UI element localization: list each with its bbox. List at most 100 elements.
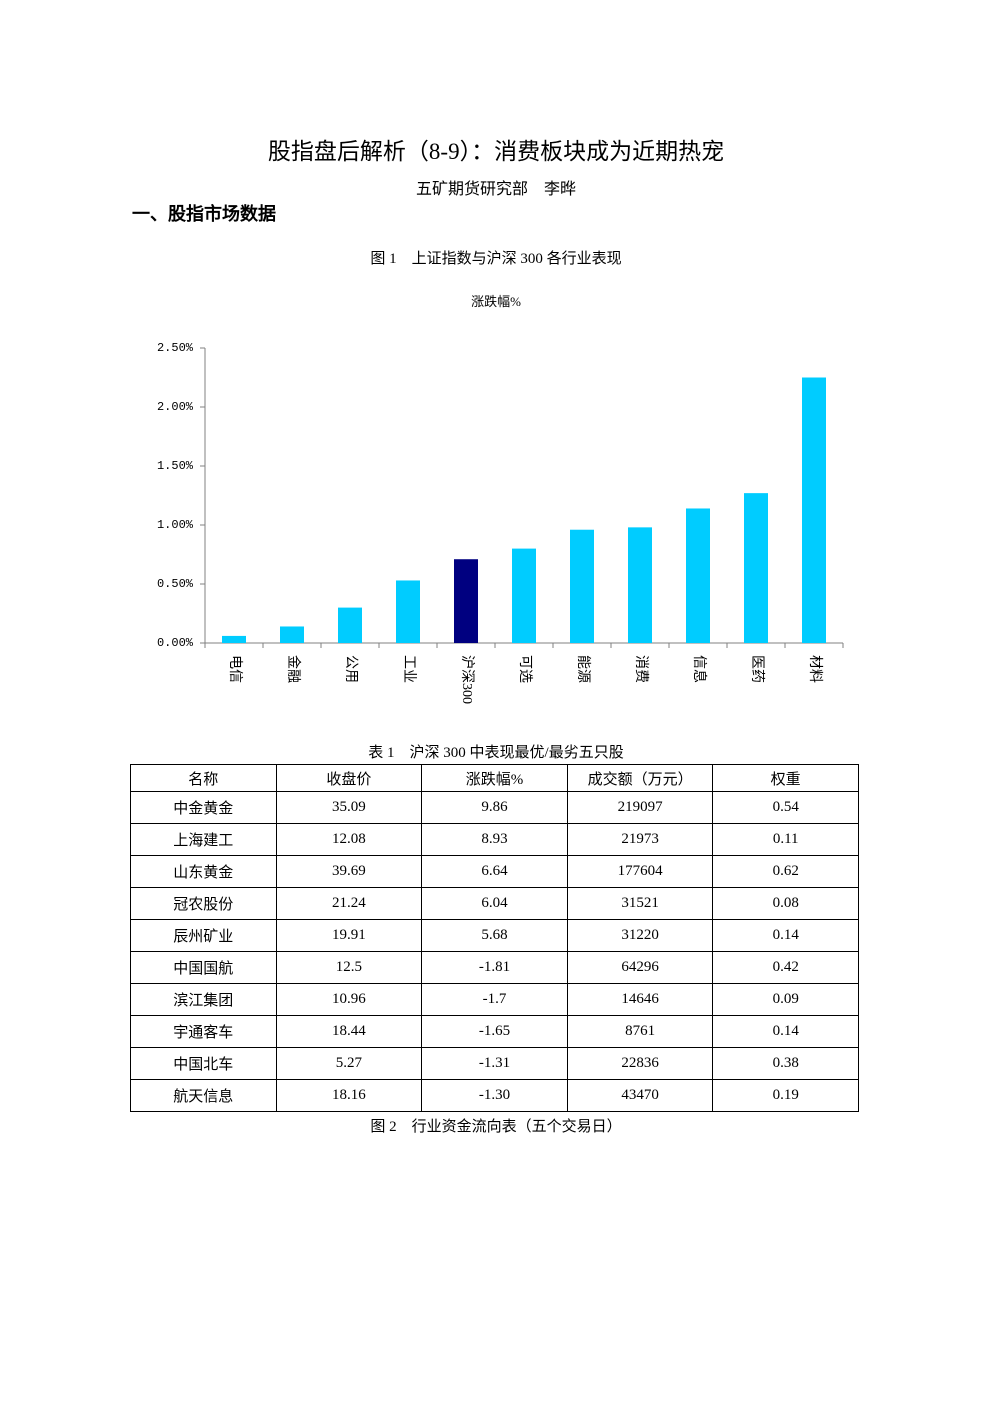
table-cell: -1.30	[421, 1079, 568, 1112]
y-tick-label: 0.50%	[157, 577, 194, 591]
x-tick-label: 沪深300	[459, 655, 475, 704]
table-cell: 中国北车	[130, 1047, 277, 1080]
table-cell: 14646	[566, 983, 714, 1016]
table-cell: -1.7	[421, 983, 568, 1016]
table-row: 辰州矿业 19.91 5.68 31220 0.14	[130, 919, 859, 952]
bar	[338, 607, 362, 643]
table-cell: 航天信息	[130, 1079, 277, 1112]
table-cell: 中金黄金	[130, 791, 277, 824]
table-cell: 0.62	[712, 855, 859, 888]
table-cell: -1.31	[421, 1047, 568, 1080]
y-tick-label: 1.50%	[157, 459, 194, 473]
table-cell: 6.04	[421, 887, 568, 920]
figure-caption: 图 1 上证指数与沪深 300 各行业表现	[370, 251, 622, 267]
table-cell: 滨江集团	[130, 983, 277, 1016]
x-tick-label: 公用	[343, 655, 358, 683]
bar	[512, 548, 536, 643]
table-cell: 0.14	[712, 919, 859, 952]
table-cell: 0.08	[712, 887, 859, 920]
bar	[686, 508, 710, 643]
table-cell: 上海建工	[130, 823, 277, 856]
bar	[628, 527, 652, 643]
table-row: 中国北车 5.27 -1.31 22836 0.38	[130, 1047, 859, 1080]
table-cell: 39.69	[275, 855, 423, 888]
column-header: 权重	[712, 764, 859, 792]
chart: 涨跌幅% 0.00% 0.50% 1.00% 1.50% 2.00% 2.50% 电信 金融 公…	[157, 294, 844, 704]
table-row: 宇通客车 18.44 -1.65 8761 0.14	[130, 1015, 859, 1048]
x-tick-label: 材料	[807, 655, 823, 683]
table-cell: 辰州矿业	[130, 919, 277, 952]
table-row: 航天信息 18.16 -1.30 43470 0.19	[130, 1079, 859, 1112]
table-cell: 18.44	[275, 1015, 423, 1048]
x-tick-label: 医药	[749, 655, 765, 683]
column-header: 名称	[130, 764, 277, 792]
bar	[454, 559, 478, 643]
table-cell: 18.16	[275, 1079, 423, 1112]
table-cell: 8761	[566, 1015, 714, 1048]
table-cell: 8.93	[421, 823, 568, 856]
table-cell: 山东黄金	[130, 855, 277, 888]
table-cell: 12.08	[275, 823, 423, 856]
x-tick-label: 金融	[285, 655, 301, 683]
figure-caption: 图 2 行业资金流向表（五个交易日）	[370, 1119, 622, 1135]
bar	[222, 635, 246, 643]
table-row: 滨江集团 10.96 -1.7 14646 0.09	[130, 983, 859, 1016]
table-cell: 5.68	[421, 919, 568, 952]
table-cell: -1.65	[421, 1015, 568, 1048]
table-cell: 6.64	[421, 855, 568, 888]
x-tick-label: 信息	[691, 655, 708, 683]
table-cell: 0.38	[712, 1047, 859, 1080]
table-cell: 冠农股份	[130, 887, 277, 920]
table-cell: 35.09	[275, 791, 423, 824]
table-cell: 宇通客车	[130, 1015, 277, 1048]
table-cell: 31521	[566, 887, 714, 920]
bar	[570, 529, 594, 643]
table-cell: 9.86	[421, 791, 568, 824]
y-tick-label: 0.00%	[157, 636, 194, 650]
table-cell: 43470	[566, 1079, 714, 1112]
table-cell: 0.19	[712, 1079, 859, 1112]
table-row: 中国国航 12.5 -1.81 64296 0.42	[130, 951, 859, 984]
table-cell: 21973	[566, 823, 714, 856]
table-cell: 中国国航	[130, 951, 277, 984]
bar	[280, 626, 304, 643]
table-row: 中金黄金 35.09 9.86 219097 0.54	[130, 791, 859, 824]
table-cell: 0.54	[712, 791, 859, 824]
chart-title: 涨跌幅%	[471, 294, 521, 309]
data-table: 名称 收盘价 涨跌幅% 成交额（万元） 权重 中金黄金 35.09 9.86 219097 0.5…	[130, 764, 859, 1112]
y-tick-label: 2.50%	[157, 341, 194, 355]
section-heading: 一、股指市场数据	[132, 204, 276, 225]
author: 五矿期货研究部 李晔	[415, 181, 576, 198]
table-cell: 5.27	[275, 1047, 423, 1080]
table-row: 山东黄金 39.69 6.64 177604 0.62	[130, 855, 859, 888]
bar	[744, 493, 768, 643]
column-header: 成交额（万元）	[566, 764, 714, 792]
table-cell: 0.42	[712, 951, 859, 984]
table-cell: 177604	[566, 855, 714, 888]
x-tick-label: 消费	[633, 655, 649, 683]
x-tick-label: 工业	[401, 655, 417, 683]
table-caption: 表 1 沪深 300 中表现最优/最劣五只股	[368, 745, 624, 761]
table-cell: 10.96	[275, 983, 423, 1016]
table-cell: 64296	[566, 951, 714, 984]
table-cell: 22836	[566, 1047, 714, 1080]
x-tick-label: 可选	[517, 655, 533, 683]
table-cell: -1.81	[421, 951, 568, 984]
bar	[802, 377, 826, 643]
table-cell: 0.14	[712, 1015, 859, 1048]
y-tick-label: 2.00%	[157, 400, 194, 414]
table-cell: 219097	[566, 791, 714, 824]
table-cell: 0.09	[712, 983, 859, 1016]
doc-title: 股指盘后解析（8-9）：消费板块成为近期热宠	[267, 139, 725, 164]
column-header: 涨跌幅%	[421, 764, 568, 792]
table-cell: 19.91	[275, 919, 423, 952]
table-row: 冠农股份 21.24 6.04 31521 0.08	[130, 887, 859, 920]
column-header: 收盘价	[275, 764, 423, 792]
table-cell: 0.11	[712, 823, 859, 856]
table-cell: 31220	[566, 919, 714, 952]
x-tick-label: 能源	[575, 655, 591, 683]
table-cell: 21.24	[275, 887, 423, 920]
table-row: 上海建工 12.08 8.93 21973 0.11	[130, 823, 859, 856]
table-cell: 12.5	[275, 951, 423, 984]
